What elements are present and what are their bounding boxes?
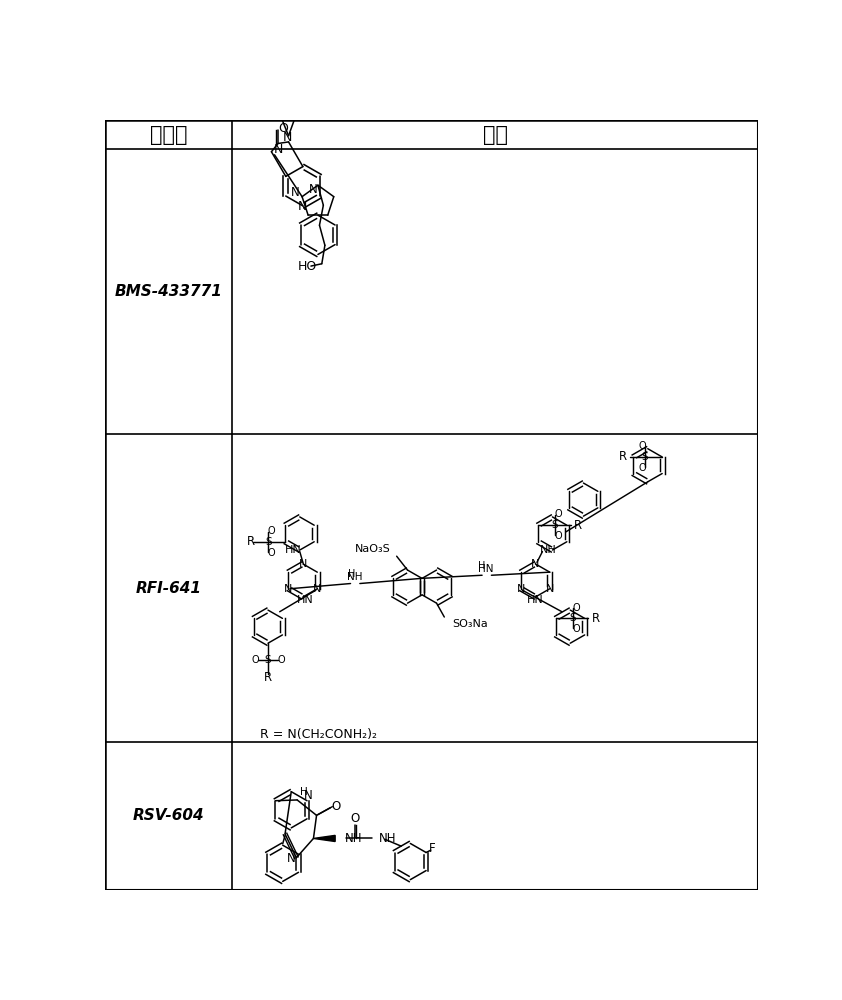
Text: O: O <box>638 463 646 473</box>
Text: SO₃Na: SO₃Na <box>452 619 488 629</box>
Text: R: R <box>264 671 272 684</box>
Text: NH: NH <box>379 832 396 845</box>
Text: O: O <box>573 624 580 634</box>
Text: H: H <box>349 569 356 579</box>
Text: O: O <box>268 526 275 536</box>
Text: NH: NH <box>348 572 363 582</box>
Text: N: N <box>517 584 525 594</box>
Text: HO: HO <box>298 260 317 273</box>
Text: R = N(CH₂CONH₂)₂: R = N(CH₂CONH₂)₂ <box>259 728 376 741</box>
Text: H: H <box>478 561 486 571</box>
Text: N: N <box>309 183 317 196</box>
Text: N: N <box>285 584 293 594</box>
Text: NaO₃S: NaO₃S <box>354 544 391 554</box>
Text: O: O <box>277 655 285 665</box>
Text: N: N <box>286 852 296 865</box>
Text: S: S <box>642 452 648 462</box>
Text: HN: HN <box>526 595 543 605</box>
Text: O: O <box>554 509 562 519</box>
Text: O: O <box>331 800 340 813</box>
Text: HN: HN <box>285 545 302 555</box>
Text: O: O <box>279 122 289 135</box>
Text: S: S <box>569 613 576 623</box>
Text: F: F <box>429 842 435 855</box>
Text: O: O <box>350 812 360 825</box>
Text: O: O <box>251 655 258 665</box>
Text: O: O <box>638 441 646 451</box>
Text: N: N <box>282 131 291 144</box>
Text: BMS-433771: BMS-433771 <box>115 284 223 299</box>
Text: N: N <box>274 143 283 156</box>
Polygon shape <box>313 835 335 842</box>
Text: NH: NH <box>345 832 363 845</box>
Text: RFI-641: RFI-641 <box>136 581 202 596</box>
Text: S: S <box>264 655 271 665</box>
Text: N: N <box>313 584 322 594</box>
Text: H: H <box>301 787 308 797</box>
Text: N: N <box>304 789 312 802</box>
Text: HN: HN <box>296 595 313 605</box>
Text: HN: HN <box>478 564 493 574</box>
Text: 化合物: 化合物 <box>150 125 188 145</box>
Text: N: N <box>290 186 300 199</box>
Text: S: S <box>552 520 558 530</box>
Text: N: N <box>546 584 554 594</box>
Text: R: R <box>618 450 626 463</box>
Text: N: N <box>299 559 307 569</box>
Text: R: R <box>573 519 582 532</box>
Text: R: R <box>591 612 600 625</box>
Text: N: N <box>298 200 307 213</box>
Text: O: O <box>554 531 562 541</box>
Text: 结构: 结构 <box>482 125 508 145</box>
Text: R: R <box>247 535 254 548</box>
Text: N: N <box>531 559 540 569</box>
Text: S: S <box>265 537 272 547</box>
Text: O: O <box>573 603 580 613</box>
Text: RSV-604: RSV-604 <box>133 808 205 823</box>
Text: NH: NH <box>541 545 557 555</box>
Text: O: O <box>268 548 275 558</box>
